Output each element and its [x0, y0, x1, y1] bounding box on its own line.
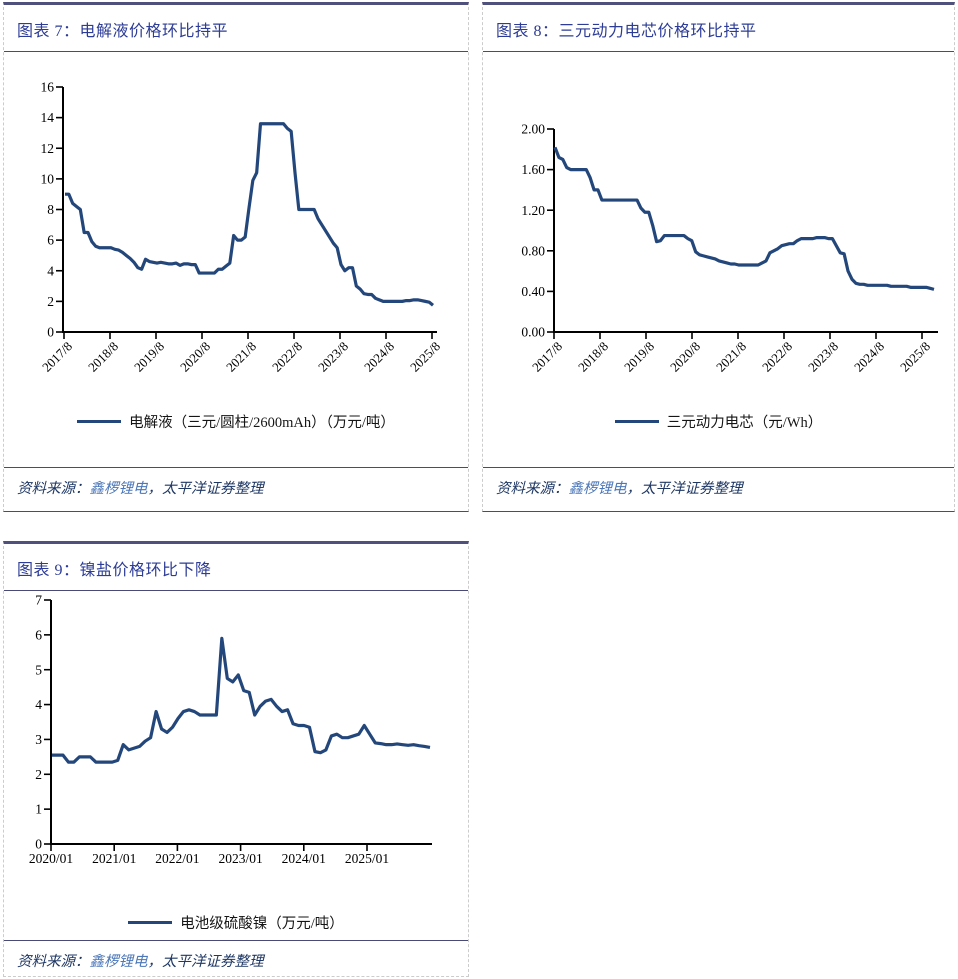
- figure-8-title: 图表 8：三元动力电芯价格环比持平: [483, 5, 954, 52]
- x-tick-label: 2024/8: [851, 339, 887, 375]
- source-prefix: 资料来源：: [17, 481, 90, 497]
- legend-label: 电解液（三元/圆柱/2600mAh）（万元/吨）: [129, 415, 395, 431]
- electrolyte-price-line-chart: 0 2 4 6 8 10 12 14 16 2017/8 2018/8 2019/8 2020/8 202…: [39, 80, 443, 375]
- legend-line-marker: [77, 420, 122, 423]
- y-tick-label: 0.00: [521, 325, 545, 340]
- source-rest: ，太平洋证券整理: [147, 481, 264, 497]
- source-prefix: 资料来源：: [496, 481, 569, 497]
- legend-line-marker: [614, 420, 659, 423]
- y-tick-label: 4: [35, 697, 42, 712]
- x-tick-label: 2021/8: [713, 339, 749, 375]
- source-org-link[interactable]: 鑫椤锂电: [568, 481, 627, 497]
- figure-9-source-note: 资料来源：鑫椤锂电，太平洋证券整理: [4, 940, 468, 976]
- y-tick-label: 5: [35, 662, 42, 677]
- source-prefix: 资料来源：: [17, 954, 90, 970]
- series-line: [52, 636, 431, 764]
- x-tick-label: 2017/8: [529, 339, 565, 375]
- y-tick-label: 3: [35, 732, 42, 747]
- nickel-sulfate-price-line-chart: 0 1 2 3 4 5 6 7 2020/01 2021/01 2022/01 2023/01 2024…: [29, 593, 432, 866]
- x-tick-label: 2021/01: [92, 851, 136, 866]
- x-tick-label: 2020/01: [29, 851, 73, 866]
- axes: [553, 129, 938, 333]
- x-tick-label: 2023/8: [315, 339, 351, 375]
- y-tick-label: 2: [47, 294, 54, 309]
- x-tick-label: 2018/8: [85, 339, 121, 375]
- y-tick-label: 4: [47, 263, 54, 278]
- x-tick-label: 2025/8: [897, 339, 933, 375]
- figure-9-title: 图表 9：镍盐价格环比下降: [4, 544, 468, 591]
- figure-8-chart-area: 0.00 0.40 0.80 1.20 1.60 2.00 2017/8 2018/8 2019…: [483, 52, 954, 467]
- x-tick-label: 2017/8: [39, 339, 75, 375]
- x-tick-label: 2022/8: [759, 339, 795, 375]
- x-tick-label: 2021/8: [223, 339, 259, 375]
- y-tick-label: 0.80: [521, 243, 545, 258]
- x-tick-label: 2019/8: [621, 339, 657, 375]
- figure-7-chart-area: 0 2 4 6 8 10 12 14 16 2017/8 2018/8 2019/8 2020/8 202…: [4, 52, 468, 467]
- series-line: [65, 122, 434, 307]
- y-tick-label: 10: [41, 171, 55, 186]
- figure-7-legend: 电解液（三元/圆柱/2600mAh）（万元/吨）: [4, 411, 468, 432]
- x-tick-label: 2024/8: [361, 339, 397, 375]
- x-tick-label: 2023/01: [218, 851, 262, 866]
- y-tick-label: 16: [41, 80, 55, 95]
- source-rest: ，太平洋证券整理: [147, 954, 264, 970]
- figure-8-legend: 三元动力电芯（元/Wh）: [483, 411, 954, 432]
- x-tick-label: 2022/01: [155, 851, 199, 866]
- x-tick-label: 2020/8: [667, 339, 703, 375]
- y-tick-label: 0: [35, 837, 42, 852]
- x-tick-label: 2019/8: [131, 339, 167, 375]
- figure-7-source-note: 资料来源：鑫椤锂电，太平洋证券整理: [4, 467, 468, 511]
- x-tick-label: 2025/8: [407, 339, 443, 375]
- y-tick-label: 0: [47, 325, 54, 340]
- y-tick-label: 12: [41, 141, 55, 156]
- y-tick-label: 2.00: [521, 122, 545, 137]
- y-tick-label: 1: [35, 802, 42, 817]
- legend-line-marker: [128, 921, 173, 924]
- y-tick-label: 2: [35, 767, 42, 782]
- x-tick-label: 2020/8: [177, 339, 213, 375]
- y-tick-label: 0.40: [521, 284, 545, 299]
- figure-panel-7: 图表 7：电解液价格环比持平 0 2 4 6 8 10 12 14 16 2017/8 2018/8…: [3, 2, 469, 512]
- source-rest: ，太平洋证券整理: [626, 481, 743, 497]
- figure-9-chart-area: 0 1 2 3 4 5 6 7 2020/01 2021/01 2022/01 2023/01 2024…: [4, 591, 468, 940]
- ternary-cell-price-line-chart: 0.00 0.40 0.80 1.20 1.60 2.00 2017/8 2018/8 2019…: [521, 122, 938, 375]
- x-tick-label: 2024/01: [282, 851, 326, 866]
- legend-label: 三元动力电芯（元/Wh）: [666, 415, 823, 431]
- figure-8-source-note: 资料来源：鑫椤锂电，太平洋证券整理: [483, 467, 954, 511]
- x-tick-label: 2022/8: [269, 339, 305, 375]
- figure-panel-9: 图表 9：镍盐价格环比下降 0 1 2 3 4 5 6 7 2020/01 2021/01 2022…: [3, 541, 469, 977]
- x-tick-label: 2018/8: [575, 339, 611, 375]
- y-tick-label: 6: [47, 233, 54, 248]
- series-line: [553, 146, 935, 291]
- x-tick-label: 2025/01: [345, 851, 389, 866]
- y-tick-label: 6: [35, 627, 42, 642]
- y-tick-label: 8: [47, 202, 54, 217]
- y-tick-label: 7: [35, 593, 42, 608]
- y-tick-label: 14: [41, 110, 55, 125]
- figure-9-legend: 电池级硫酸镍（万元/吨）: [4, 912, 468, 933]
- source-org-link[interactable]: 鑫椤锂电: [89, 481, 148, 497]
- figure-panel-8: 图表 8：三元动力电芯价格环比持平 0.00 0.40 0.80 1.20 1.60 2.…: [482, 2, 955, 512]
- y-tick-label: 1.60: [521, 162, 545, 177]
- top-row: 图表 7：电解液价格环比持平 0 2 4 6 8 10 12 14 16 2017/8 2018/8…: [3, 2, 958, 512]
- y-tick-label: 1.20: [521, 203, 545, 218]
- legend-label: 电池级硫酸镍（万元/吨）: [180, 916, 344, 932]
- x-tick-label: 2023/8: [805, 339, 841, 375]
- bottom-row: 图表 9：镍盐价格环比下降 0 1 2 3 4 5 6 7 2020/01 2021/01 2022…: [3, 541, 958, 977]
- figure-7-title: 图表 7：电解液价格环比持平: [4, 5, 468, 52]
- axes: [50, 600, 432, 845]
- source-org-link[interactable]: 鑫椤锂电: [89, 954, 148, 970]
